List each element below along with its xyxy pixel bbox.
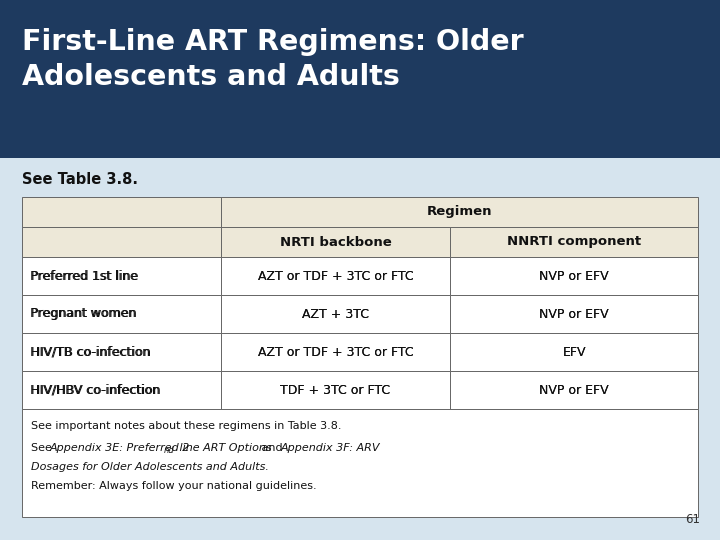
Text: TDF + 3TC or FTC: TDF + 3TC or FTC [280, 383, 390, 396]
Bar [22, 371, 221, 409]
Text: NVP or EFV: NVP or EFV [539, 269, 609, 282]
Bar [221, 371, 450, 409]
Text: Pregnant women: Pregnant women [30, 307, 136, 321]
Text: See Table 3.8.: See Table 3.8. [22, 172, 138, 187]
Text: HIV/HBV co-infection: HIV/HBV co-infection [30, 383, 160, 396]
Text: Regimen: Regimen [427, 206, 492, 219]
Text: nd: nd [164, 446, 175, 455]
Bar [0, 0, 720, 158]
Text: NVP or EFV: NVP or EFV [539, 307, 609, 321]
Text: Remember: Always follow your national guidelines.: Remember: Always follow your national gu… [31, 481, 317, 491]
Bar [450, 371, 698, 409]
Text: Appendix 3E: Preferred 2: Appendix 3E: Preferred 2 [50, 443, 190, 453]
Bar [450, 295, 698, 333]
Text: AZT + 3TC: AZT + 3TC [302, 307, 369, 321]
Text: HIV/TB co-infection: HIV/TB co-infection [30, 346, 150, 359]
Bar [221, 257, 450, 295]
Bar [22, 295, 221, 333]
Bar [450, 257, 698, 295]
Bar [221, 295, 450, 333]
Text: Appendix 3F: ARV: Appendix 3F: ARV [281, 443, 380, 453]
Bar [22, 371, 221, 409]
Text: HIV/TB co-infection: HIV/TB co-infection [31, 346, 151, 359]
Text: AZT or TDF + 3TC or FTC: AZT or TDF + 3TC or FTC [258, 269, 413, 282]
Bar [221, 333, 450, 371]
Bar [450, 333, 698, 371]
Text: AZT + 3TC: AZT + 3TC [302, 307, 369, 321]
Text: Preferred 1st line: Preferred 1st line [31, 269, 138, 282]
Text: See: See [31, 443, 55, 453]
Text: Dosages for Older Adolescents and Adults.: Dosages for Older Adolescents and Adults… [31, 462, 269, 472]
Bar [22, 409, 698, 517]
Text: See important notes about these regimens in Table 3.8.: See important notes about these regimens… [31, 421, 341, 431]
Bar [22, 333, 221, 371]
Text: NVP or EFV: NVP or EFV [539, 383, 609, 396]
Bar [221, 371, 450, 409]
Text: AZT or TDF + 3TC or FTC: AZT or TDF + 3TC or FTC [258, 269, 413, 282]
Bar [22, 295, 221, 333]
Bar [22, 333, 221, 371]
Bar [22, 257, 221, 295]
Text: 61: 61 [685, 513, 700, 526]
Text: AZT or TDF + 3TC or FTC: AZT or TDF + 3TC or FTC [258, 346, 413, 359]
Bar [221, 227, 450, 257]
Text: NVP or EFV: NVP or EFV [539, 383, 609, 396]
Text: First-Line ART Regimens: Older
Adolescents and Adults: First-Line ART Regimens: Older Adolescen… [22, 28, 523, 91]
Text: EFV: EFV [562, 346, 586, 359]
Bar [221, 197, 698, 227]
Text: Preferred 1st line: Preferred 1st line [30, 269, 138, 282]
Text: Pregnant women: Pregnant women [31, 307, 137, 321]
Bar [450, 295, 698, 333]
Text: EFV: EFV [562, 346, 586, 359]
Text: AZT or TDF + 3TC or FTC: AZT or TDF + 3TC or FTC [258, 346, 413, 359]
Text: NVP or EFV: NVP or EFV [539, 269, 609, 282]
Bar [22, 227, 221, 257]
Text: TDF + 3TC or FTC: TDF + 3TC or FTC [280, 383, 390, 396]
Bar [22, 257, 221, 295]
Bar [221, 257, 450, 295]
Bar [450, 227, 698, 257]
Text: NNRTI component: NNRTI component [507, 235, 641, 248]
Text: NVP or EFV: NVP or EFV [539, 307, 609, 321]
Bar [221, 295, 450, 333]
Text: NRTI backbone: NRTI backbone [279, 235, 392, 248]
Text: and: and [258, 443, 286, 453]
Bar [450, 333, 698, 371]
Text: HIV/HBV co-infection: HIV/HBV co-infection [31, 383, 161, 396]
Bar [22, 197, 221, 227]
Bar [450, 371, 698, 409]
Text: line ART Options: line ART Options [176, 443, 271, 453]
Bar [450, 257, 698, 295]
Bar [221, 333, 450, 371]
